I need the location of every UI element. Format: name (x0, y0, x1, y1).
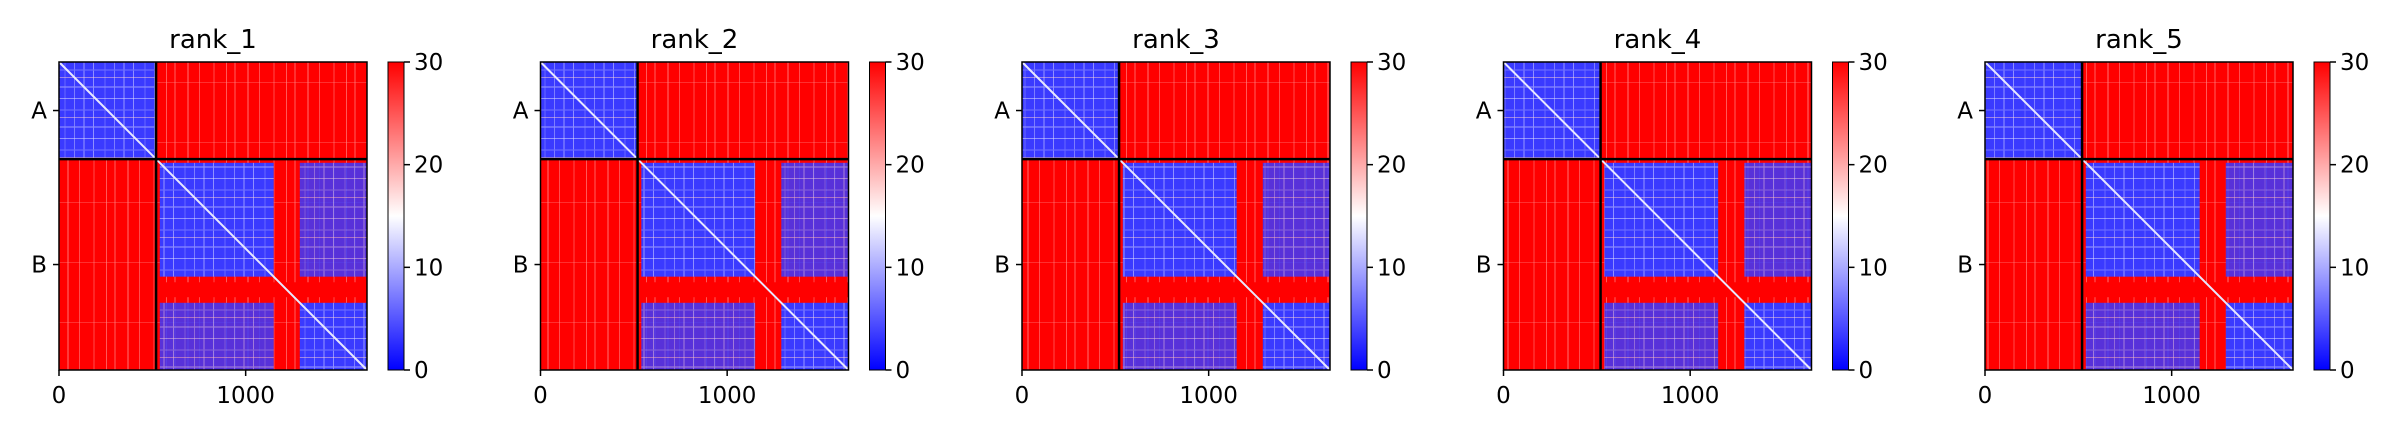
y-tick-label: A (513, 99, 529, 125)
heatmap-cross-block (641, 302, 756, 370)
heatmap-band (1600, 282, 1812, 298)
heatmap-band (2082, 282, 2293, 298)
heatmap-band (156, 282, 367, 298)
x-tick-label: 1000 (216, 383, 275, 409)
heatmap-cross-block (1744, 162, 1812, 277)
heatmap-frame (58, 61, 368, 371)
colorbar-tick-label: 20 (414, 153, 443, 179)
colorbar-tick-label: 0 (414, 358, 429, 384)
colorbar-tick-label: 20 (896, 153, 925, 179)
colorbar-tick-label: 0 (2340, 358, 2355, 384)
heatmap-band (637, 282, 849, 298)
panel-1: rank_1 0 1000 A B 0 10 20 30 (31, 25, 443, 409)
heatmap-band (1119, 282, 1330, 298)
colorbar-tick-label: 30 (1377, 50, 1406, 76)
colorbar-tick-label: 30 (414, 50, 443, 76)
heatmap-cross-block (1122, 302, 1237, 370)
colorbar-tick-label: 30 (896, 50, 925, 76)
x-tick-label: 0 (1978, 383, 1993, 409)
x-tick-label: 1000 (2142, 383, 2201, 409)
colorbar (869, 61, 886, 371)
colorbar (1350, 61, 1368, 371)
colorbar (1832, 61, 1849, 371)
colorbar-tick-label: 20 (1859, 153, 1888, 179)
colorbar-tick-label: 10 (1377, 255, 1406, 281)
heatmap-frame (539, 61, 850, 371)
heatmap-diagonal (1502, 61, 1813, 371)
y-tick-label: B (513, 253, 529, 279)
x-tick-label: 0 (52, 383, 67, 409)
heatmap-cross-block (2225, 162, 2293, 277)
colorbar-tick-label: 0 (896, 358, 911, 384)
colorbar-tick-label: 0 (1859, 358, 1874, 384)
colorbar (2313, 61, 2331, 371)
colorbar-tick-label: 30 (2340, 50, 2369, 76)
panel-4: rank_4 0 1000 A B 0 10 20 30 (1476, 25, 1888, 409)
heatmap-cross-block (159, 302, 274, 370)
heatmap-cross-block (2085, 302, 2200, 370)
heatmap-cross-block (1604, 302, 1719, 370)
x-tick-label: 0 (1015, 383, 1030, 409)
heatmap-diagonal (58, 61, 368, 371)
x-tick-label: 1000 (698, 383, 757, 409)
panel-2: rank_2 0 1000 A B 0 10 20 30 (513, 25, 925, 409)
colorbar-tick-label: 0 (1377, 358, 1392, 384)
heatmap-diagonal (539, 61, 850, 371)
panel-title: rank_4 (1614, 25, 1702, 55)
heatmap-diagonal (1984, 61, 2294, 371)
y-tick-label: A (994, 99, 1010, 125)
y-tick-label: A (31, 99, 47, 125)
y-tick-label: A (1957, 99, 1973, 125)
heatmap-cross-block (1262, 162, 1330, 277)
colorbar-tick-label: 20 (1377, 153, 1406, 179)
x-tick-label: 0 (533, 383, 548, 409)
heatmap-frame (1984, 61, 2294, 371)
y-tick-label: B (31, 253, 47, 279)
y-tick-label: B (1957, 253, 1973, 279)
x-tick-label: 1000 (1179, 383, 1238, 409)
x-tick-label: 0 (1496, 383, 1511, 409)
y-tick-label: A (1476, 99, 1492, 125)
panel-5: rank_5 0 1000 A B 0 10 20 30 (1957, 25, 2369, 409)
colorbar-tick-label: 10 (896, 255, 925, 281)
heatmap-cross-block (781, 162, 849, 277)
colorbar-tick-label: 20 (2340, 153, 2369, 179)
colorbar-tick-label: 10 (2340, 255, 2369, 281)
heatmap-frame (1502, 61, 1813, 371)
heatmap-diagonal (1021, 61, 1331, 371)
heatmap-frame (1021, 61, 1331, 371)
panel-title: rank_5 (2095, 25, 2183, 55)
colorbar-tick-label: 30 (1859, 50, 1888, 76)
panel-title: rank_1 (169, 25, 257, 55)
colorbar-tick-label: 10 (1859, 255, 1888, 281)
x-tick-label: 1000 (1661, 383, 1720, 409)
heatmap-cross-block (299, 162, 367, 277)
y-tick-label: B (1476, 253, 1492, 279)
colorbar (387, 61, 405, 371)
panel-title: rank_2 (651, 25, 739, 55)
panel-title: rank_3 (1132, 25, 1220, 55)
y-tick-label: B (994, 253, 1010, 279)
colorbar-tick-label: 10 (414, 255, 443, 281)
panel-3: rank_3 0 1000 A B 0 10 20 30 (994, 25, 1406, 409)
